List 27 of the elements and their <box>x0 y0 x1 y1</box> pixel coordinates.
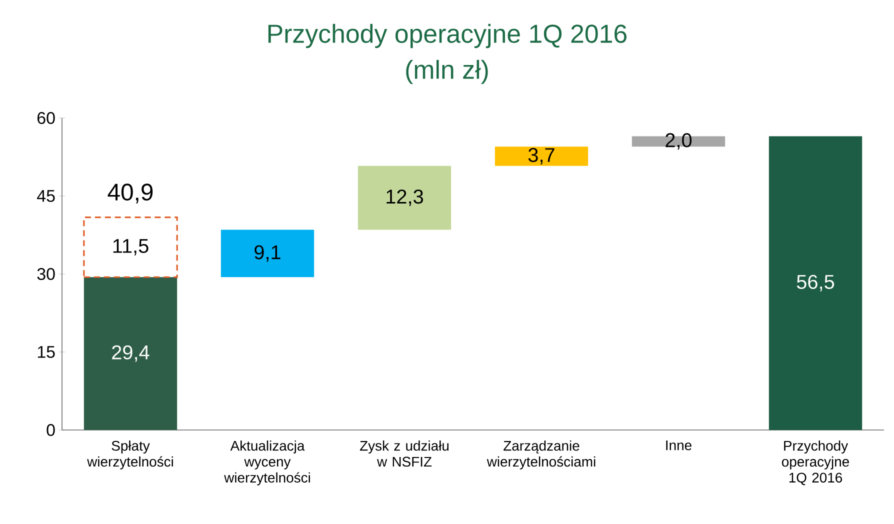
data-label: 11,5 <box>113 239 148 256</box>
y-tick-label: 0 <box>46 424 55 436</box>
data-label: 2,0 <box>666 133 692 150</box>
chart-title: Przychody operacyjne 1Q 2016 <box>268 24 627 48</box>
y-tick-label: 45 <box>37 190 55 202</box>
bar <box>358 166 452 230</box>
data-label: 29,4 <box>112 345 150 362</box>
bar <box>84 277 178 430</box>
y-tick-label: 15 <box>38 346 55 358</box>
x-tick-label: Spłaty wierzytelności <box>87 440 173 470</box>
bar <box>220 230 314 278</box>
x-tick-label: Zysk z udziału w NSFIZ <box>360 440 449 467</box>
chart-subtitle: (mln zł) <box>406 60 488 84</box>
y-tick-label: 60 <box>38 112 55 124</box>
bar <box>494 146 588 166</box>
data-label: 9,1 <box>254 245 280 262</box>
data-label: 56,5 <box>796 274 834 292</box>
data-label: 12,3 <box>386 190 424 206</box>
data-label: 3,7 <box>528 148 554 164</box>
x-tick-label: Przychody operacyjne 1Q 2016 <box>782 440 849 486</box>
x-tick-label: Inne <box>666 440 692 450</box>
bar <box>83 216 178 278</box>
x-tick-label: Zarządzanie wierzytelnościami <box>486 440 596 470</box>
y-tick-label: 30 <box>37 268 55 280</box>
annotation: 40,9 <box>108 184 153 204</box>
bar <box>768 136 862 430</box>
x-tick-label: Aktualizacja wyceny wierzytelności <box>224 440 310 486</box>
